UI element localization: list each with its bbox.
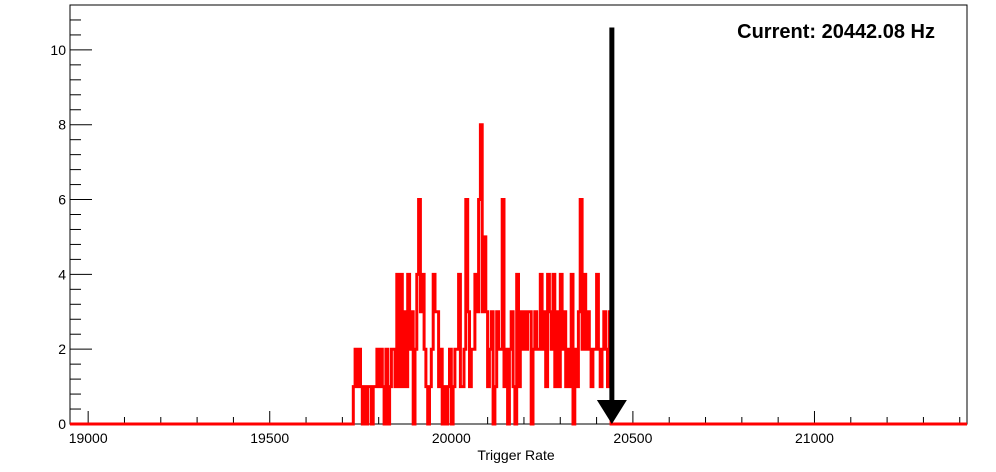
y-axis: 0 2 4 6 8 10 [50, 4, 92, 432]
x-tick-label: 20500 [613, 430, 652, 446]
y-tick-label: 8 [58, 117, 66, 133]
y-tick-label: 6 [58, 192, 66, 208]
x-tick-label: 21000 [795, 430, 834, 446]
y-tick-label: 4 [58, 266, 66, 282]
x-tick-label: 19000 [69, 430, 108, 446]
y-tick-label: 2 [58, 341, 66, 357]
current-rate-label: Current: 20442.08 Hz [737, 21, 935, 43]
x-axis: 19000 19500 20000 20500 21000 [69, 411, 961, 446]
arrow-head [596, 400, 627, 424]
histogram-line [70, 123, 967, 426]
x-tick-label: 20000 [432, 430, 471, 446]
y-tick-label: 0 [58, 416, 66, 432]
x-axis-title: Trigger Rate [477, 447, 555, 463]
x-tick-label: 19500 [250, 430, 289, 446]
y-tick-label: 10 [50, 42, 66, 58]
current-value-arrow [596, 27, 627, 424]
